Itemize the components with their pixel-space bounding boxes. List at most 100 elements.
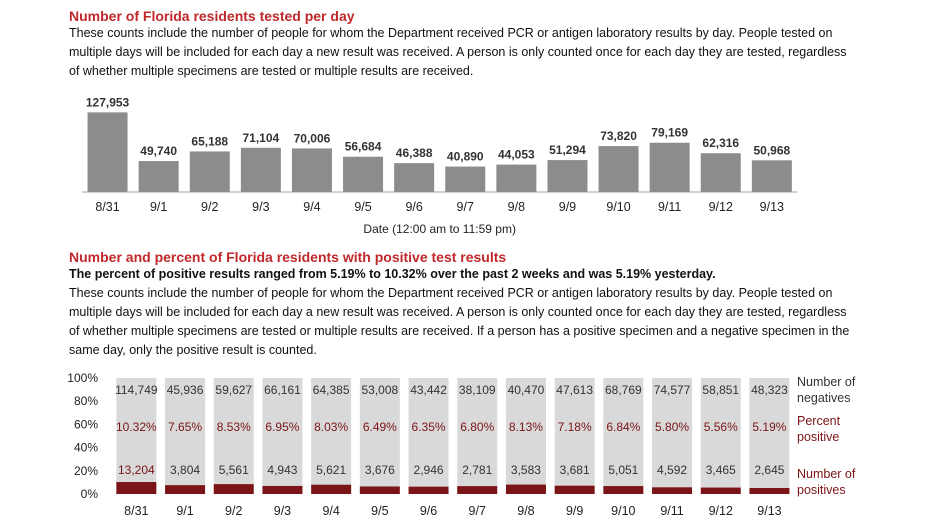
chart2-positive-bar <box>457 486 498 494</box>
chart1-bar <box>445 166 486 192</box>
chart2-positives-label: 2,781 <box>462 463 492 477</box>
chart2-x-tick-label: 9/8 <box>517 504 534 518</box>
chart2-percent-label: 6.95% <box>265 420 299 434</box>
chart2-negative-bar <box>116 378 157 483</box>
chart1-data-label: 56,684 <box>345 140 382 154</box>
chart2-y-tick-label: 0% <box>81 487 99 501</box>
chart2-x-tick-label: 9/10 <box>611 504 635 518</box>
chart2-x-tick-label: 9/5 <box>371 504 388 518</box>
chart1-x-tick-label: 9/2 <box>201 200 218 214</box>
chart2-positive-bar <box>165 485 206 494</box>
chart1-bar <box>189 151 230 192</box>
chart1-data-label: 127,953 <box>86 95 130 109</box>
chart2-negatives-label: 59,627 <box>215 383 252 397</box>
chart2-x-tick-label: 9/13 <box>757 504 781 518</box>
chart2-y-tick-label: 60% <box>74 417 98 431</box>
chart2-negatives-label: 114,749 <box>115 383 158 397</box>
chart1-bar <box>138 161 179 192</box>
chart1-data-label: 71,104 <box>242 131 279 145</box>
chart2-legend-positives-line1: Number of <box>797 467 856 481</box>
chart2-percent-label: 8.13% <box>509 420 543 434</box>
chart1-x-tick-label: 9/3 <box>252 200 269 214</box>
chart2-positive-bar <box>213 484 254 494</box>
chart2-negative-bar <box>213 378 254 485</box>
chart1-x-tick-label: 9/9 <box>559 200 576 214</box>
chart1-bar <box>343 156 384 192</box>
chart2-negative-bar <box>359 378 400 487</box>
chart2-legend-percent-line2: positive <box>797 430 839 444</box>
chart2-percent-label: 7.18% <box>558 420 592 434</box>
chart1-data-label: 40,890 <box>447 150 484 164</box>
chart1-x-tick-label: 9/11 <box>658 200 681 214</box>
chart2-positives-label: 13,204 <box>118 463 155 477</box>
chart2-x-tick-label: 8/31 <box>124 504 148 518</box>
chart1-bar <box>87 112 128 192</box>
chart2-positives-label: 4,592 <box>657 463 687 477</box>
chart1-x-tick-label: 9/10 <box>606 200 630 214</box>
chart1-description: These counts include the number of peopl… <box>69 26 847 78</box>
chart2-positive-bar <box>408 486 449 494</box>
chart1-data-label: 70,006 <box>294 131 331 145</box>
chart1-bar <box>496 164 537 192</box>
chart2-negative-bar <box>165 378 206 486</box>
chart1-x-tick-label: 9/4 <box>303 200 320 214</box>
chart2-percent-label: 6.35% <box>412 420 446 434</box>
chart2-positive-bar <box>359 486 400 494</box>
chart2-negatives-label: 74,577 <box>654 383 691 397</box>
chart2-percent-label: 8.03% <box>314 420 348 434</box>
chart2-positives-label: 2,946 <box>414 463 444 477</box>
chart1-data-label: 49,740 <box>140 144 177 158</box>
chart2-positives-label: 5,561 <box>219 463 249 477</box>
chart2-negative-bar <box>749 378 790 488</box>
chart2-positives-label: 5,621 <box>316 463 346 477</box>
positive-results-chart: 100% 80% 60% 40% 20% 0% 114,749 10.32% 13,204 8/3… <box>67 371 856 518</box>
chart1-data-label: 79,169 <box>651 126 688 140</box>
chart2-percent-label: 5.19% <box>752 420 786 434</box>
chart2-positives-label: 2,645 <box>754 463 784 477</box>
chart1-x-axis-label: Date (12:00 am to 11:59 pm) <box>363 222 516 236</box>
chart1-data-label: 62,316 <box>702 136 739 150</box>
chart1-x-tick-label: 9/5 <box>354 200 371 214</box>
chart2-summary: The percent of positive results ranged f… <box>69 267 716 281</box>
chart2-x-tick-label: 9/9 <box>566 504 583 518</box>
chart2-x-tick-label: 9/11 <box>660 504 683 518</box>
chart1-bar <box>291 148 332 192</box>
chart2-positive-bar <box>652 487 693 494</box>
chart2-y-tick-label: 40% <box>74 441 98 455</box>
chart2-y-tick-label: 80% <box>74 394 98 408</box>
chart1-data-label: 51,294 <box>549 143 586 157</box>
chart1-x-tick-label: 8/31 <box>95 200 119 214</box>
chart2-legend-positives-line2: positives <box>797 483 846 497</box>
chart2-percent-label: 6.84% <box>606 420 640 434</box>
chart2-percent-label: 8.53% <box>217 420 251 434</box>
chart2-negatives-label: 45,936 <box>167 383 204 397</box>
chart2-x-tick-label: 9/2 <box>225 504 242 518</box>
chart2-negatives-label: 40,470 <box>508 383 545 397</box>
chart2-negative-bar <box>408 378 449 487</box>
chart2-negative-bar <box>505 378 546 485</box>
chart2-x-tick-label: 9/3 <box>274 504 291 518</box>
chart2-x-tick-label: 9/1 <box>176 504 193 518</box>
chart2-negatives-label: 68,769 <box>605 383 642 397</box>
chart2-negative-bar <box>311 378 352 485</box>
chart2-negatives-label: 43,442 <box>410 383 447 397</box>
chart2-negative-bar <box>554 378 595 486</box>
chart2-percent-label: 7.65% <box>168 420 202 434</box>
tests-per-day-chart: 127,953 8/31 49,740 9/1 65,188 9/2 71,104 9/3 70… <box>82 95 798 236</box>
chart2-percent-label: 5.56% <box>704 420 738 434</box>
chart2-x-tick-label: 9/4 <box>322 504 339 518</box>
chart2-positive-bar <box>700 487 741 494</box>
chart2-negative-bar <box>457 378 498 487</box>
chart2-y-tick-label: 20% <box>74 464 98 478</box>
chart1-x-tick-label: 9/12 <box>709 200 733 214</box>
chart2-positives-label: 3,583 <box>511 463 541 477</box>
chart1-data-label: 65,188 <box>191 134 228 148</box>
chart2-legend-negatives-line2: negatives <box>797 391 851 405</box>
chart2-x-tick-label: 9/12 <box>709 504 733 518</box>
chart2-negative-bar <box>603 378 644 487</box>
chart2-positive-bar <box>603 486 644 494</box>
chart2-legend-percent-line1: Percent <box>797 414 841 428</box>
chart1-x-tick-label: 9/8 <box>508 200 525 214</box>
chart2-negatives-label: 53,008 <box>361 383 398 397</box>
chart1-data-label: 50,968 <box>753 143 790 157</box>
